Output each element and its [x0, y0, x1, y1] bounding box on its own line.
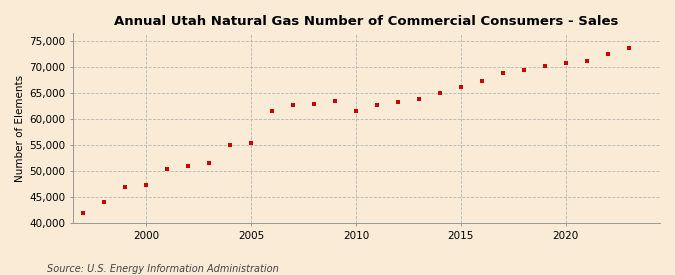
Point — [414, 97, 425, 101]
Title: Annual Utah Natural Gas Number of Commercial Consumers - Sales: Annual Utah Natural Gas Number of Commer… — [114, 15, 619, 28]
Point — [497, 71, 508, 76]
Point — [288, 102, 298, 107]
Point — [204, 161, 215, 166]
Point — [518, 68, 529, 72]
Point — [78, 210, 89, 215]
Point — [623, 46, 634, 50]
Point — [162, 166, 173, 171]
Y-axis label: Number of Elements: Number of Elements — [15, 75, 25, 182]
Point — [120, 185, 131, 189]
Point — [308, 101, 319, 106]
Point — [602, 52, 613, 56]
Point — [393, 100, 404, 105]
Point — [329, 99, 340, 103]
Point — [225, 143, 236, 147]
Point — [99, 200, 110, 205]
Point — [539, 64, 550, 68]
Text: Source: U.S. Energy Information Administration: Source: U.S. Energy Information Administ… — [47, 264, 279, 274]
Point — [581, 59, 592, 64]
Point — [183, 164, 194, 168]
Point — [371, 102, 382, 107]
Point — [350, 109, 361, 114]
Point — [267, 109, 277, 114]
Point — [141, 183, 152, 187]
Point — [477, 78, 487, 83]
Point — [246, 140, 256, 145]
Point — [560, 61, 571, 65]
Point — [456, 85, 466, 89]
Point — [435, 90, 446, 95]
